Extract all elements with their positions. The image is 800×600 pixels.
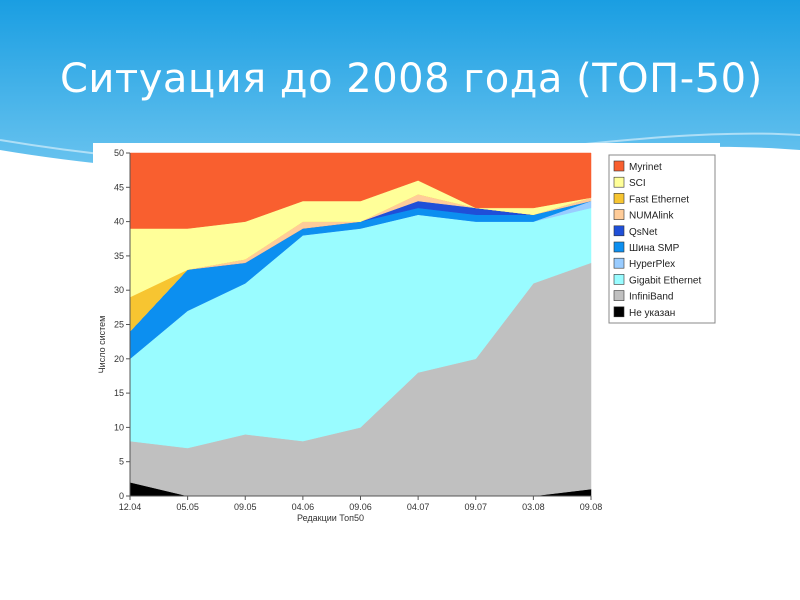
legend-swatch bbox=[613, 193, 625, 204]
area-Myrinet bbox=[129, 152, 592, 229]
y-axis-title: Число систем bbox=[97, 316, 107, 374]
x-tick-label: 04.06 bbox=[292, 502, 315, 512]
chart-panel: 0 5 10 15 20 25 30 35 40 45 50 12.04 05.05 09.05 04.06… bbox=[93, 143, 720, 533]
legend-swatch bbox=[613, 274, 625, 285]
legend-label: QsNet bbox=[629, 227, 658, 238]
y-tick-label: 35 bbox=[114, 251, 124, 261]
legend-box bbox=[608, 154, 716, 324]
y-tick-label: 25 bbox=[114, 320, 124, 330]
legend-swatch bbox=[613, 290, 625, 301]
legend-label: NUMAlink bbox=[629, 211, 674, 222]
legend-swatch bbox=[613, 257, 625, 269]
y-tick-label: 0 bbox=[119, 491, 124, 501]
axes: 0 5 10 15 20 25 30 35 40 45 50 12.04 05.05 09.05 04.06… bbox=[97, 148, 602, 523]
legend-label: Myrinet bbox=[629, 162, 662, 173]
y-tick-label: 15 bbox=[114, 388, 124, 398]
legend-label: Не указан bbox=[629, 308, 675, 319]
x-tick-label: 09.06 bbox=[349, 502, 372, 512]
x-tick-label: 12.04 bbox=[119, 502, 142, 512]
x-tick-label: 09.08 bbox=[580, 502, 603, 512]
legend-label: Шина SMP bbox=[629, 243, 680, 254]
y-tick-label: 5 bbox=[119, 457, 124, 467]
y-tick-label: 45 bbox=[114, 182, 124, 192]
legend: Myrinet SCI Fast Ethernet NUMAlink QsNet Шина… bbox=[608, 154, 716, 324]
x-tick-label: 03.08 bbox=[522, 502, 545, 512]
legend-swatch bbox=[613, 160, 625, 172]
y-tick-label: 10 bbox=[114, 422, 124, 432]
y-tick-label: 40 bbox=[114, 217, 124, 227]
y-tick-label: 20 bbox=[114, 354, 124, 364]
legend-label: InfiniBand bbox=[629, 292, 673, 303]
legend-label: Gigabit Ethernet bbox=[629, 275, 701, 286]
slide-title: Ситуация до 2008 года (ТОП-50) bbox=[60, 56, 763, 102]
legend-swatch bbox=[613, 241, 625, 253]
legend-label: HyperPlex bbox=[629, 259, 675, 270]
y-tick-label: 50 bbox=[114, 148, 124, 158]
legend-swatch bbox=[613, 209, 625, 220]
legend-label: Fast Ethernet bbox=[629, 194, 689, 205]
x-tick-label: 09.05 bbox=[234, 502, 257, 512]
stacked-area-chart: 0 5 10 15 20 25 30 35 40 45 50 12.04 05.05 09.05 04.06… bbox=[97, 148, 716, 523]
legend-label: SCI bbox=[629, 178, 646, 189]
x-axis-title: Редакции Топ50 bbox=[297, 513, 364, 523]
x-tick-label: 04.07 bbox=[407, 502, 430, 512]
legend-swatch bbox=[613, 306, 625, 318]
x-tick-label: 09.07 bbox=[464, 502, 487, 512]
y-tick-label: 30 bbox=[114, 285, 124, 295]
legend-swatch bbox=[613, 176, 625, 188]
area-layers bbox=[129, 152, 592, 497]
legend-swatch bbox=[613, 225, 625, 237]
x-tick-label: 05.05 bbox=[176, 502, 199, 512]
